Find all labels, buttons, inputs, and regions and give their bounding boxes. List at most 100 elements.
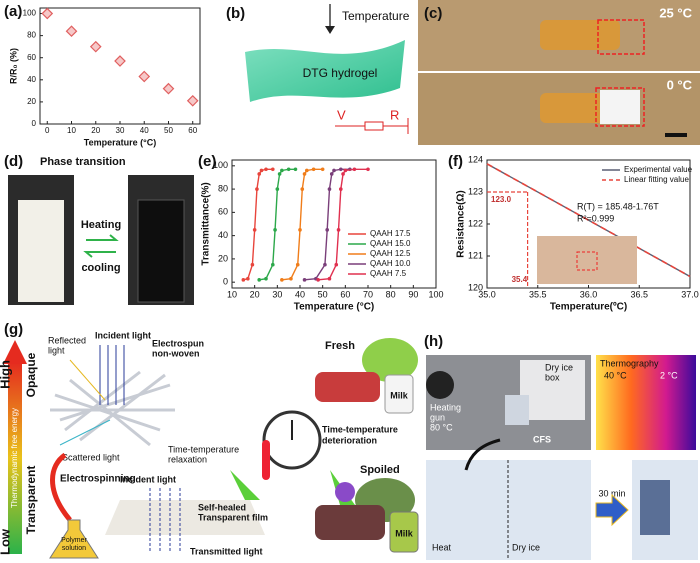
incident-label: Incident light [95,330,151,340]
arrow-text: Temperature [342,9,410,23]
panel-label: (e) [198,153,216,170]
legend-label: QAAH 17.5 [370,229,411,238]
arrow-left [230,470,260,500]
data-point [271,262,275,267]
series-line [486,163,691,278]
data-point [162,82,175,95]
data-point [255,187,259,191]
germ [335,482,355,502]
y-tick-label: 100 [213,160,228,170]
exchange-arrows [83,234,119,258]
x-tick-label: 70 [363,289,373,299]
polymer-label: Polymer [61,537,87,544]
x-axis-title: Temperature(ºC) [550,302,627,313]
cold-label: 2 °C [660,370,678,380]
energy-bar [8,362,22,554]
x-tick-label: 36.5 [630,289,648,299]
data-point [302,172,307,176]
data-point [259,168,264,173]
temp-label: 25 °C [659,5,692,20]
electrospinning-label: Electrospinning [60,474,136,485]
scale-bar [665,133,687,137]
y-axis-title: R/R₀ (%) [8,48,18,84]
data-point [286,167,291,172]
data-point [271,167,275,172]
data-point [302,278,307,282]
data-point [339,187,343,191]
legend-label: QAAH 12.5 [370,249,411,258]
data-point [327,276,332,281]
y-tick-label: 124 [468,154,483,164]
resistor [364,121,384,131]
material-label: DTG hydrogel [303,66,378,80]
heat-label: Heat [432,542,452,552]
y-tick-label: 80 [218,183,228,193]
x-tick-label: 50 [318,289,328,299]
data-point [300,187,305,191]
transmitted-rays [149,488,181,552]
x-tick-label: 36.0 [580,289,598,299]
x-tick-label: 50 [164,126,173,135]
data-point [289,276,293,281]
reference-label: 123.0 [491,195,512,204]
data-point [275,187,280,191]
legend-label: QAAH 15.0 [370,239,411,248]
x-tick-label: 90 [408,289,418,299]
ice-box [520,360,585,420]
scattered-label: Scattered light [62,452,120,462]
equation: R(T) = 185.48-1.76T [577,201,659,211]
polymer-label: solution [62,545,86,552]
y-tick-label: 122 [468,218,483,228]
legend-label: QAAH 7.5 [370,269,407,278]
panel-d: (d) Phase transition Heating cooling [4,153,194,305]
spoiled-milk [389,511,419,553]
gun-label: Heating [430,402,461,412]
x-tick-label: 37.0 [681,289,699,299]
r-squared: R²=0.999 [577,213,614,223]
vial-transparent [137,199,185,303]
ground [383,118,409,134]
inset-highlight [576,251,598,271]
reflected-label: light [48,345,65,355]
hot-label: 40 °C [604,370,627,380]
data-point [257,278,262,282]
data-point [280,278,284,282]
data-point [311,167,316,172]
panel-label: (g) [4,321,23,338]
x-tick-label: 80 [386,289,396,299]
panel-h: (h) Dry ice box Heating gun 80 °C CFS Th… [424,333,698,560]
scattered-ray [59,419,111,446]
box-label: Dry ice [545,362,573,372]
deterioration-label: Time-temperature [322,424,398,434]
data-point [186,94,199,107]
highlight [597,19,645,55]
spoiled-meat [315,505,385,540]
x-tick-label: 35.5 [529,289,547,299]
cooling-label: cooling [81,262,120,274]
x-tick-label: 35.0 [478,289,496,299]
relaxation-label: Time-temperature [168,444,239,454]
heating-gun [426,371,454,399]
data-point [241,278,246,282]
cabbage [362,338,418,382]
data-point [320,167,325,172]
y-tick-label: 0 [32,119,37,128]
connector [464,438,501,471]
transparent-film [105,500,265,535]
data-point [246,276,250,281]
hydrogel-ribbon [245,40,405,102]
film-label: Transparent film [198,512,268,522]
series-line [304,168,350,281]
low-label: Low [0,528,12,555]
x-tick-label: 10 [67,126,76,135]
x-tick-label: 40 [295,289,305,299]
time-label: 30 min [598,488,625,498]
y-tick-label: 20 [27,97,36,106]
data-point [138,70,151,83]
y-tick-label: 40 [27,75,36,84]
vial-opaque [18,200,64,302]
data-point [277,172,282,176]
data-point [298,228,302,232]
thermometer [262,440,270,480]
